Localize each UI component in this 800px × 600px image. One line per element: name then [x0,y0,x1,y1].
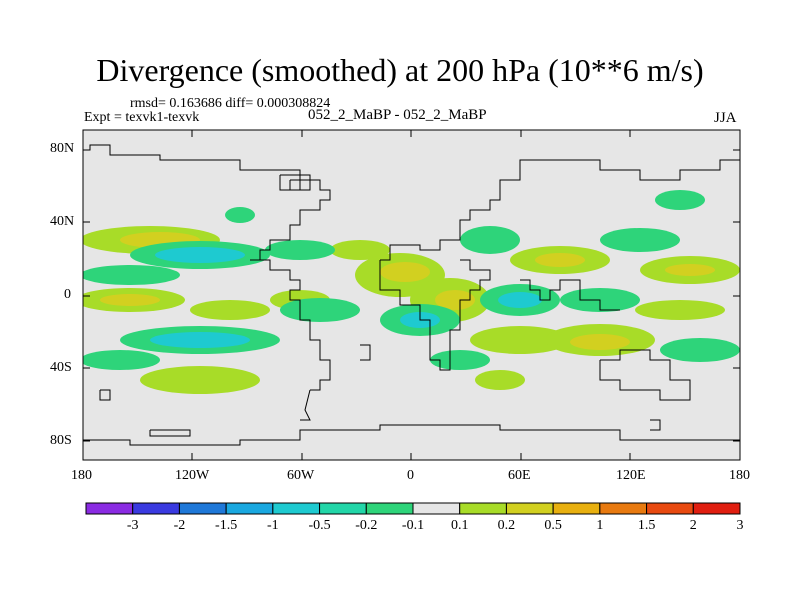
colorbar-label: -0.1 [401,518,425,533]
colorbar-label: -1 [267,518,279,533]
colorbar-label: -1.5 [215,518,238,533]
colorbar-swatch [692,502,741,515]
colorbar-swatch [85,502,134,515]
colorbar-label: -0.5 [308,518,331,533]
lon-tick-label: 60E [508,468,531,483]
colorbar-swatch [552,502,601,515]
lon-tick-label: 180 [729,468,750,483]
period-label: 052_2_MaBP - 052_2_MaBP [308,107,487,123]
stats-label: rmsd= 0.163686 diff= 0.000308824 [130,96,331,111]
lon-tick-label: 60W [287,468,315,483]
colorbar-swatch [319,502,367,515]
colorbar-swatch [412,502,461,515]
colorbar-label: 1 [596,518,604,533]
colorbar-swatch [505,502,554,515]
colorbar-label: -0.2 [355,518,378,533]
lon-tick-label: 0 [407,468,414,483]
experiment-label: Expt = texvk1-texvk [84,110,200,125]
lat-tick-label: 40N [50,214,75,229]
lon-tick-label: 120W [175,468,210,483]
colorbar-swatch [225,502,274,515]
colorbar-swatch [365,502,414,515]
colorbar-swatch [646,502,694,515]
lat-tick-label: 80S [50,433,72,448]
colorbar-label: 2 [689,518,697,533]
lon-tick-label: 120E [616,468,646,483]
colorbar-swatch [599,502,648,515]
colorbar-label: 0.5 [544,518,562,533]
positive-anomaly-blobs [83,226,740,394]
colorbar-swatch [459,502,507,515]
axis-ticks [83,130,740,460]
map-title: Divergence (smoothed) at 200 hPa (10**6 … [96,52,704,88]
colorbar-swatch [272,502,321,515]
lat-tick-label: 80N [50,141,75,156]
season-label: JJA [714,110,737,126]
colorbar-swatch [132,502,180,515]
colorbar-label: -2 [173,518,186,533]
colorbar-swatch [178,502,227,515]
colorbar-label: 0.1 [450,518,469,533]
lon-tick-label: 180 [71,468,92,483]
negative-anomaly-blobs [83,190,740,370]
coastlines [83,144,740,446]
colorbar-label: 1.5 [637,518,656,533]
colorbar-label: -3 [126,518,139,533]
lat-tick-label: 0 [64,287,71,302]
colorbar-label: 0.2 [497,518,516,533]
colorbar-label: 3 [736,518,744,533]
lat-tick-label: 40S [50,360,72,375]
